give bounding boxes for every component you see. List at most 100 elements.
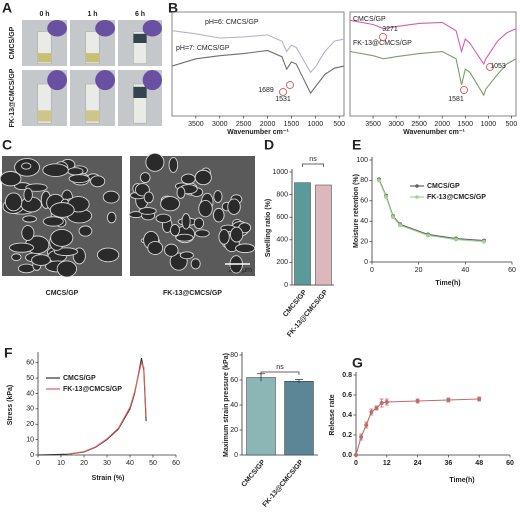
series-label: CMCS/GP: [353, 16, 386, 23]
pore: [50, 228, 74, 247]
data-point: [379, 401, 384, 405]
pore: [194, 229, 210, 238]
x-tick-label: 3000: [212, 121, 228, 128]
y-axis-label: Maximum strain pressure (kPa): [223, 353, 230, 457]
glove: [47, 70, 67, 91]
pore: [213, 190, 223, 203]
y-tick-label: 0: [284, 282, 288, 289]
pore: [176, 186, 186, 199]
annotation: 1053: [490, 63, 506, 70]
pore: [106, 211, 117, 224]
peak-marker: [286, 81, 294, 89]
column-label: 0 h: [39, 11, 49, 18]
pore: [22, 215, 37, 223]
pore: [42, 216, 64, 227]
y-tick-label: 20: [230, 427, 238, 434]
x-tick-label: 1000: [308, 121, 324, 128]
legend-label: CMCS/GP: [63, 375, 96, 382]
pore: [143, 191, 154, 204]
y-tick-label: 400: [276, 237, 288, 244]
y-tick-label: 20: [360, 238, 368, 245]
pore: [11, 253, 22, 262]
y-tick-label: 0: [30, 452, 34, 459]
significance-bracket: [260, 371, 300, 375]
data-point: [415, 399, 420, 403]
error-bar: [295, 378, 303, 384]
data-point: [446, 398, 451, 402]
gel: [133, 86, 147, 98]
panel-label: B: [168, 0, 178, 16]
x-tick-label: 40: [126, 460, 134, 467]
y-tick-label: 1000: [272, 169, 288, 176]
bar: [246, 377, 276, 456]
x-axis-label: Wavenumber cm⁻¹: [227, 129, 289, 136]
image-label: FK-13@CMCS/GP: [163, 290, 222, 297]
peak-marker: [486, 63, 494, 71]
series-label: FK-13@CMCS/GP: [353, 40, 412, 47]
column-label: 1 h: [87, 11, 97, 18]
pore: [21, 162, 32, 170]
y-tick-label: 0: [234, 452, 238, 459]
y-axis-label: Stress (kPa): [7, 385, 14, 425]
pore: [8, 242, 35, 253]
series-label: pH=6: CMCS/GP: [205, 19, 259, 26]
gel: [37, 53, 52, 63]
data-line: [349, 19, 517, 66]
data-point: [377, 178, 381, 183]
x-tick-label: 3500: [188, 121, 204, 128]
x-tick-label: 20: [80, 460, 88, 467]
y-tick-label: 40: [230, 402, 238, 409]
pore: [180, 173, 196, 185]
gel: [37, 110, 52, 122]
x-tick-label: 48: [475, 460, 483, 467]
image-label: CMCS/GP: [46, 290, 79, 297]
y-tick-label: 0: [364, 259, 368, 266]
y-tick-label: 60: [26, 360, 34, 367]
pore: [181, 213, 191, 230]
pore: [96, 247, 120, 263]
panel-label: A: [2, 0, 12, 16]
annotation: 1581: [448, 96, 464, 103]
data-point: [477, 397, 482, 401]
data-point: [454, 237, 458, 242]
plot-frame: [171, 11, 345, 117]
y-tick-label: 0.4: [342, 412, 352, 419]
column-label: 6 h: [135, 11, 145, 18]
y-tick-label: 800: [276, 191, 288, 198]
annotation: ns: [309, 156, 317, 163]
glove: [47, 20, 67, 37]
y-tick-label: 80: [360, 177, 368, 184]
x-tick-label: 1500: [284, 121, 300, 128]
y-tick-label: 0.0: [342, 452, 352, 459]
pore: [179, 251, 194, 260]
gel: [133, 33, 147, 43]
pore: [78, 225, 93, 237]
x-tick-label: CMCS/GP: [241, 459, 268, 489]
annotation: 3271: [382, 26, 398, 33]
x-tick-label: 0: [370, 267, 374, 274]
pore: [49, 202, 75, 218]
data-point: [354, 453, 358, 457]
glove: [142, 20, 163, 37]
x-tick-label: 3500: [365, 121, 381, 128]
x-tick-label: 2500: [236, 121, 252, 128]
x-tick-label: 60: [506, 460, 514, 467]
glove: [142, 70, 163, 91]
y-tick-label: 100: [356, 157, 368, 164]
pore: [56, 260, 78, 278]
panel-label: F: [4, 345, 13, 361]
x-tick-label: 12: [383, 460, 391, 467]
data-point: [391, 215, 395, 220]
peak-marker: [379, 33, 387, 41]
data-line: [171, 49, 345, 95]
x-tick-label: 2500: [411, 121, 427, 128]
x-axis-label: Time(h): [449, 477, 474, 484]
data-point: [374, 406, 379, 410]
gel: [85, 53, 100, 63]
y-tick-label: 30: [26, 406, 34, 413]
x-tick-label: 10: [57, 460, 65, 467]
legend-label: CMCS/GP: [427, 183, 460, 190]
x-tick-label: 500: [506, 121, 518, 128]
data-line: [355, 398, 480, 456]
